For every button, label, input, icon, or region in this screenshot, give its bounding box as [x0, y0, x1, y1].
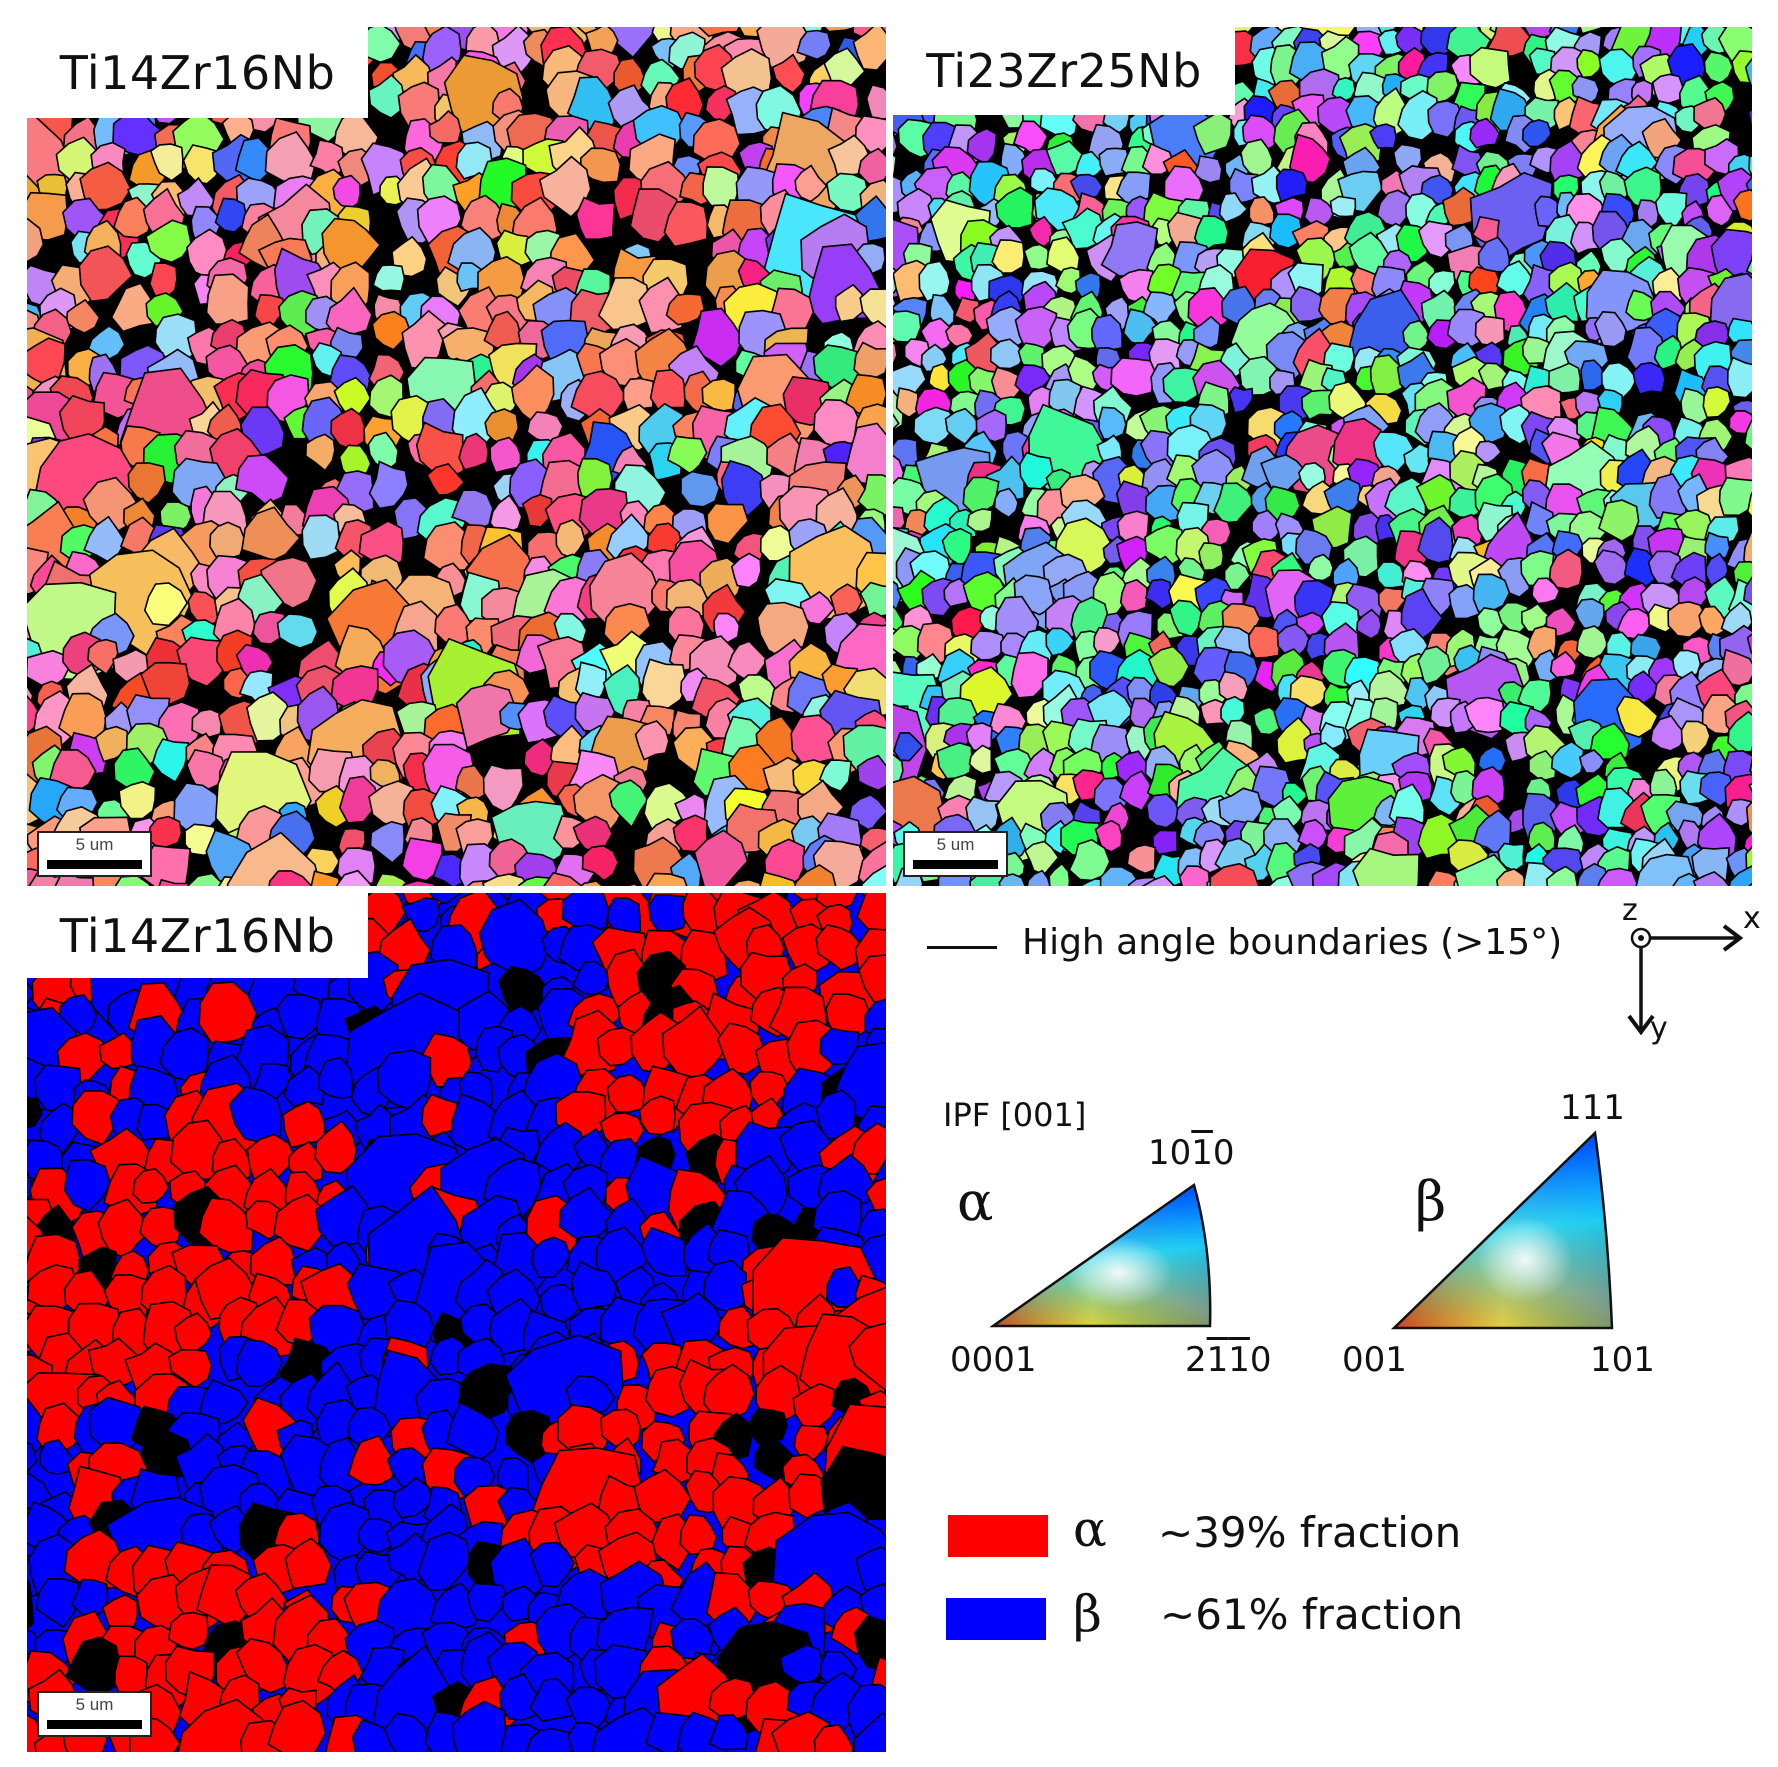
svg-text:y: y	[1650, 1011, 1668, 1046]
ipf-title: IPF [001]	[943, 1096, 1087, 1134]
ipf-beta-triangle	[1390, 1130, 1614, 1330]
ipf-beta-bottom-right-label: 101	[1590, 1340, 1655, 1380]
alpha-phase-symbol: α	[1073, 1500, 1107, 1558]
panel-label: Ti14Zr16Nb	[27, 27, 368, 118]
panel-label-text: Ti23Zr25Nb	[926, 44, 1202, 98]
alpha-phase-swatch	[948, 1515, 1048, 1557]
grain-orientation-map	[27, 27, 886, 886]
beta-phase-fraction: ~61% fraction	[1160, 1590, 1464, 1639]
ipf-alpha-bottom-right-label: 2110	[1185, 1340, 1272, 1380]
beta-phase-symbol: β	[1073, 1585, 1102, 1643]
ipf-map-ti14zr16nb: Ti14Zr16Nb 5 um	[27, 27, 886, 886]
boundary-legend-text: High angle boundaries (>15°)	[1022, 922, 1563, 963]
phase-map	[27, 893, 886, 1752]
ipf-alpha-symbol: α	[957, 1170, 994, 1233]
ipf-beta-top-label: 111	[1560, 1088, 1625, 1128]
scale-bar-line	[913, 860, 998, 869]
ipf-alpha-top-label: 1010	[1148, 1133, 1235, 1173]
scale-bar-line	[47, 1720, 142, 1729]
scale-bar: 5 um	[37, 1691, 152, 1737]
scale-bar-label: 5 um	[75, 1695, 114, 1714]
alpha-phase-fraction: ~39% fraction	[1158, 1508, 1462, 1557]
ipf-beta-bottom-left-label: 001	[1342, 1340, 1407, 1380]
coordinate-axes-icon: z x y	[1622, 893, 1761, 1046]
phase-map-ti14zr16nb: Ti14Zr16Nb 5 um	[27, 893, 886, 1752]
ipf-beta-symbol: β	[1415, 1170, 1447, 1233]
scale-bar: 5 um	[903, 831, 1008, 877]
beta-phase-swatch	[946, 1598, 1046, 1640]
panel-label-text: Ti14Zr16Nb	[59, 908, 336, 963]
boundary-legend-line	[927, 946, 997, 949]
svg-text:z: z	[1622, 893, 1638, 928]
ipf-alpha-triangle	[990, 1182, 1212, 1328]
panel-label-text: Ti14Zr16Nb	[59, 45, 336, 100]
ipf-map-ti23zr25nb: Ti23Zr25Nb 5 um	[893, 27, 1752, 886]
panel-label: Ti23Zr25Nb	[893, 27, 1235, 115]
panel-label: Ti14Zr16Nb	[27, 893, 368, 978]
ipf-alpha-bottom-left-label: 0001	[950, 1340, 1037, 1380]
scale-bar-line	[47, 860, 142, 869]
scale-bar: 5 um	[37, 831, 152, 877]
scale-bar-label: 5 um	[75, 835, 114, 854]
grain-orientation-map	[893, 27, 1752, 886]
svg-text:x: x	[1743, 901, 1761, 936]
scale-bar-label: 5 um	[936, 835, 975, 854]
